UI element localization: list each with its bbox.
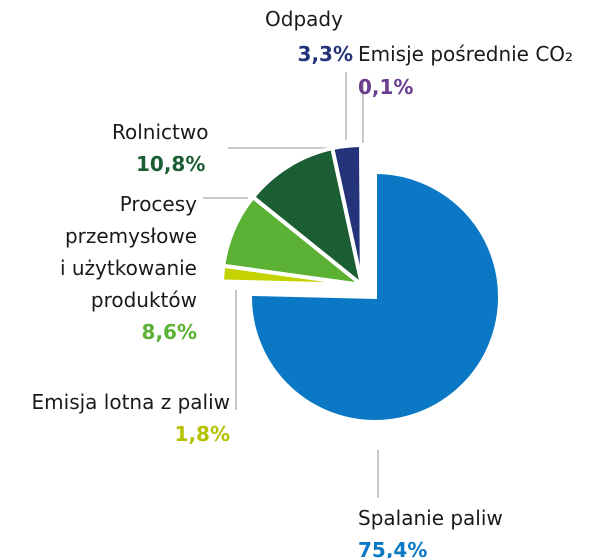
pie-slice: [359, 142, 364, 286]
slice-label: Emisje pośrednie CO₂: [358, 42, 574, 66]
value-label: 3,3%: [297, 42, 353, 66]
value-label: 75,4%: [358, 538, 428, 558]
value-label: 1,8%: [174, 422, 230, 446]
pie-slice: [250, 145, 366, 291]
slice-label: Odpady: [265, 7, 343, 31]
value-label: 10,8%: [136, 152, 206, 176]
pie-slice: [248, 169, 502, 424]
slice-label: Spalanie paliw: [358, 506, 503, 530]
slice-label: Emisja lotna z paliw: [31, 390, 230, 414]
value-label: 0,1%: [358, 75, 414, 99]
leader-lines: [203, 72, 379, 498]
slice-label: Rolnictwo: [112, 120, 209, 144]
slice-label: Procesy przemysłowe i użytkowanie produk…: [59, 192, 197, 312]
value-label: 8,6%: [141, 320, 197, 344]
